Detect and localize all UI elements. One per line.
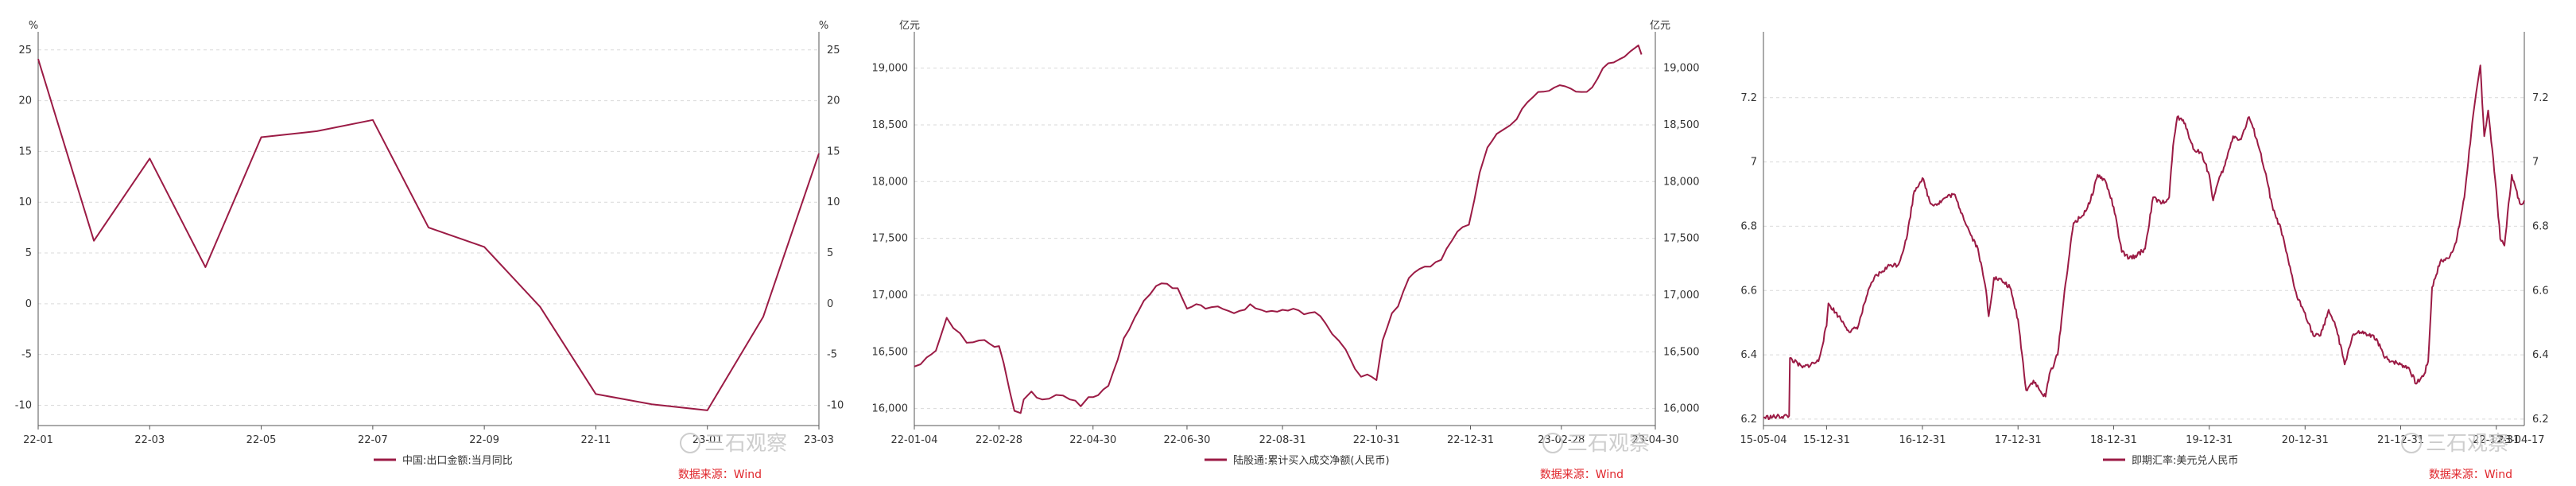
x-tick-label: 22-05 [246,434,277,446]
x-tick-label: 22-04-30 [1069,434,1116,446]
x-tick-label: 22-09 [469,434,499,446]
y-tick-label-left: 16,000 [872,403,909,415]
series-line [1763,64,2525,421]
x-tick-label: 22-01 [23,434,53,446]
y-tick-label-right: 6.2 [2532,414,2549,426]
x-tick-label: 21-12-31 [2377,434,2424,446]
y-tick-label-right: 16,000 [1663,403,1700,415]
watermark-text: 三石观察 [2426,432,2508,456]
y-tick-label-right: 18,500 [1663,119,1700,131]
y-tick-label-left: 5 [25,247,32,259]
y-tick-label-right: 5 [827,247,833,259]
y-tick-label-left: -10 [15,399,32,411]
legend-label: 即期汇率:美元兑人民币 [2132,454,2238,467]
y-unit-right: 亿元 [1650,20,1670,32]
x-tick-label: 22-01-04 [890,434,937,446]
x-tick-label-end: 23-04-17 [2497,434,2544,446]
y-tick-label-left: -5 [21,349,32,361]
x-tick-label: 22-06-30 [1163,434,1210,446]
y-tick-label-right: 18,000 [1663,176,1700,188]
x-tick-label: 15-05-04 [1740,434,1787,446]
y-tick-label-left: 6.6 [1740,285,1757,297]
y-tick-label-right: 25 [827,45,840,56]
data-source: 数据来源：Wind [2429,469,2512,481]
y-tick-label-left: 16,500 [872,346,909,358]
y-tick-label-right: 7.2 [2532,92,2549,104]
y-tick-label-right: 17,500 [1663,233,1700,245]
legend: 即期汇率:美元兑人民币 [2103,454,2238,467]
watermark-text: 三石观察 [704,432,787,456]
x-tick-label: 22-10-31 [1353,434,1400,446]
watermark: 三石观察 [2401,432,2508,456]
watermark: 三石观察 [1542,432,1650,456]
data-source: 数据来源：Wind [678,469,762,481]
wechat-icon [680,433,700,453]
x-tick-label: 23-03 [804,434,834,446]
y-tick-label-left: 20 [18,95,32,107]
y-tick-label-right: 7 [2532,157,2539,169]
wechat-icon [2401,433,2422,453]
series-line [37,58,820,411]
x-tick-label: 18-12-31 [2090,434,2137,446]
x-tick-label: 22-07 [358,434,388,446]
chart-panel-2: 19,000 19,000 18,500 18,500 18,000 18,000 17,5… [872,20,1700,481]
y-tick-label-right: 20 [827,95,840,107]
y-tick-label-right: -5 [827,349,837,361]
y-tick-label-right: 6.8 [2532,220,2549,232]
x-tick-label: 15-12-31 [1803,434,1850,446]
x-tick-label: 19-12-31 [2186,434,2233,446]
y-tick-label-left: 0 [25,298,32,310]
y-tick-label-right: -10 [827,399,844,411]
y-tick-label-left: 10 [18,196,32,208]
x-tick-label: 16-12-31 [1899,434,1946,446]
watermark: 三石观察 [680,432,787,456]
y-tick-label-left: 6.4 [1740,349,1757,361]
x-tick-label: 20-12-31 [2282,434,2329,446]
y-tick-label-right: 10 [827,196,840,208]
legend-label: 陆股通:累计买入成交净额(人民币) [1233,454,1390,467]
x-tick-label: 23-04-30 [1631,434,1678,446]
y-tick-label-right: 6.6 [2532,285,2549,297]
y-tick-label-right: 15 [827,146,840,157]
x-tick-label: 22-12-31 [1447,434,1494,446]
watermark-text: 三石观察 [1567,432,1650,456]
legend: 陆股通:累计买入成交净额(人民币) [1205,454,1390,467]
y-tick-label-left: 17,500 [872,233,909,245]
y-tick-label-right: 16,500 [1663,346,1700,358]
x-tick-label: 17-12-31 [1995,434,2042,446]
series-line [914,45,1643,414]
y-tick-label-left: 7 [1751,157,1757,169]
y-tick-label-right: 19,000 [1663,63,1700,75]
x-tick-label: 22-03 [134,434,165,446]
y-tick-label-left: 6.8 [1740,220,1757,232]
x-tick-label: 22-12-31 [2473,434,2520,446]
y-tick-label-right: 0 [827,298,833,310]
wechat-icon [1542,433,1563,453]
x-tick-label: 22-08-31 [1259,434,1306,446]
y-tick-label-right: 17,000 [1663,290,1700,301]
chart-panel-3: 7.2 7.2 7 7 6.8 6.8 6.6 6.6 6.4 6.4 6.2 6.2 15-05-04… [1740,32,2549,481]
x-tick-label: 22-02-28 [976,434,1022,446]
y-tick-label-left: 7.2 [1740,92,1757,104]
y-unit-left: 亿元 [899,20,920,32]
y-tick-label-left: 18,500 [872,119,909,131]
y-tick-label-left: 17,000 [872,290,909,301]
y-tick-label-left: 15 [18,146,32,157]
data-source: 数据来源：Wind [1540,469,1624,481]
y-unit-right: % [819,20,828,32]
y-tick-label-right: 6.4 [2532,349,2549,361]
y-unit-left: % [29,20,38,32]
y-tick-label-left: 6.2 [1740,414,1757,426]
chart-panel-1: 25 25 20 20 15 15 10 10 5 5 0 0 -5 -5 -10 -10% % 22-01 22-… [15,20,844,481]
legend: 中国:出口金额:当月同比 [374,454,513,467]
y-tick-label-left: 25 [18,45,32,56]
x-tick-label: 22-11 [581,434,611,446]
legend-label: 中国:出口金额:当月同比 [402,454,513,467]
y-tick-label-left: 19,000 [872,63,909,75]
y-tick-label-left: 18,000 [872,176,909,188]
